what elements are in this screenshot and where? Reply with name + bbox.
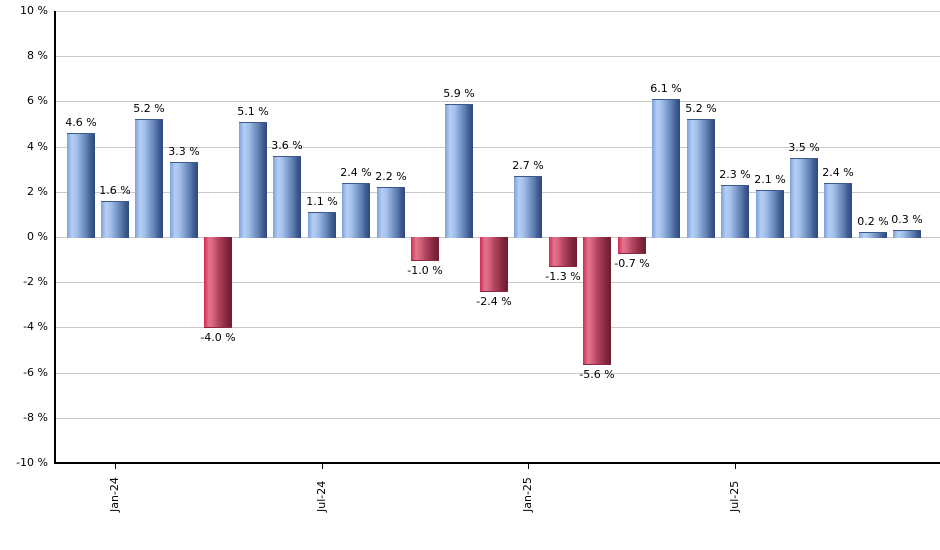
bar-value-label: 6.1 % (650, 82, 682, 95)
bar-value-label: 2.4 % (822, 166, 854, 179)
y-axis-tick-label: 4 % (27, 140, 48, 153)
y-axis-tick-label: -10 % (16, 456, 48, 469)
bar-month-19 (721, 185, 749, 238)
bar-value-label: 5.2 % (685, 102, 717, 115)
bar-month-18 (687, 119, 715, 238)
y-axis-tick-label: -4 % (23, 320, 48, 333)
bar-month-22 (824, 183, 852, 238)
bar-value-label: 2.4 % (340, 166, 372, 179)
y-axis-tick-label: -8 % (23, 411, 48, 424)
x-axis-line (54, 462, 940, 464)
bar-month-4 (204, 237, 232, 328)
x-axis-tick-label: Jul-24 (315, 480, 328, 512)
bar-month-23 (859, 232, 887, 238)
gridline (55, 147, 940, 148)
bar-month-11 (445, 104, 473, 238)
x-axis-tick-label: Jul-25 (728, 480, 741, 512)
bar-value-label: 3.5 % (788, 141, 820, 154)
bar-value-label: -5.6 % (579, 368, 615, 381)
bar-month-14 (549, 237, 577, 267)
gridline (55, 56, 940, 57)
bar-value-label: 2.7 % (512, 159, 544, 172)
bar-value-label: 5.1 % (237, 105, 269, 118)
bar-value-label: 5.2 % (133, 102, 165, 115)
gridline (55, 327, 940, 328)
bar-value-label: -1.3 % (545, 270, 581, 283)
gridline (55, 418, 940, 419)
bar-month-2 (135, 119, 163, 238)
bar-month-9 (377, 187, 405, 238)
bar-value-label: -0.7 % (614, 257, 650, 270)
bar-month-13 (514, 176, 542, 238)
bar-month-17 (652, 99, 680, 238)
x-axis-tick-label: Jan-24 (108, 477, 121, 512)
bar-month-8 (342, 183, 370, 238)
y-axis-tick-label: 2 % (27, 185, 48, 198)
bar-value-label: 1.1 % (306, 195, 338, 208)
gridline (55, 192, 940, 193)
bar-value-label: 0.3 % (891, 213, 923, 226)
bar-value-label: 4.6 % (65, 116, 97, 129)
bar-month-12 (480, 237, 508, 292)
bar-month-3 (170, 162, 198, 238)
bar-month-15 (583, 237, 611, 365)
bar-value-label: 0.2 % (857, 215, 889, 228)
bar-value-label: 2.2 % (375, 170, 407, 183)
y-axis-tick-label: -6 % (23, 366, 48, 379)
y-axis-tick-label: 8 % (27, 49, 48, 62)
bar-value-label: -4.0 % (200, 331, 236, 344)
gridline (55, 101, 940, 102)
bar-value-label: 3.6 % (271, 139, 303, 152)
bar-month-16 (618, 237, 646, 254)
bar-month-0 (67, 133, 95, 238)
bar-value-label: 2.1 % (754, 173, 786, 186)
y-axis-tick-label: 10 % (20, 4, 48, 17)
y-axis-tick-label: 6 % (27, 94, 48, 107)
x-axis-tick (115, 464, 116, 469)
x-axis-tick (735, 464, 736, 469)
gridline (55, 11, 940, 12)
bar-month-5 (239, 122, 267, 238)
bar-month-7 (308, 212, 336, 238)
bar-month-20 (756, 190, 784, 238)
x-axis-tick-label: Jan-25 (521, 477, 534, 512)
bar-month-10 (411, 237, 439, 261)
bar-value-label: 5.9 % (443, 87, 475, 100)
bar-month-1 (101, 201, 129, 238)
y-axis-tick-label: 0 % (27, 230, 48, 243)
gridline (55, 373, 940, 374)
y-axis-line (54, 11, 56, 464)
bar-month-6 (273, 156, 301, 238)
bar-value-label: -1.0 % (407, 264, 443, 277)
bar-month-21 (790, 158, 818, 238)
y-axis-tick-label: -2 % (23, 275, 48, 288)
bar-value-label: 1.6 % (99, 184, 131, 197)
x-axis-tick (528, 464, 529, 469)
bar-value-label: -2.4 % (476, 295, 512, 308)
bar-value-label: 2.3 % (719, 168, 751, 181)
x-axis-tick (322, 464, 323, 469)
bar-value-label: 3.3 % (168, 145, 200, 158)
bar-month-24 (893, 230, 921, 238)
